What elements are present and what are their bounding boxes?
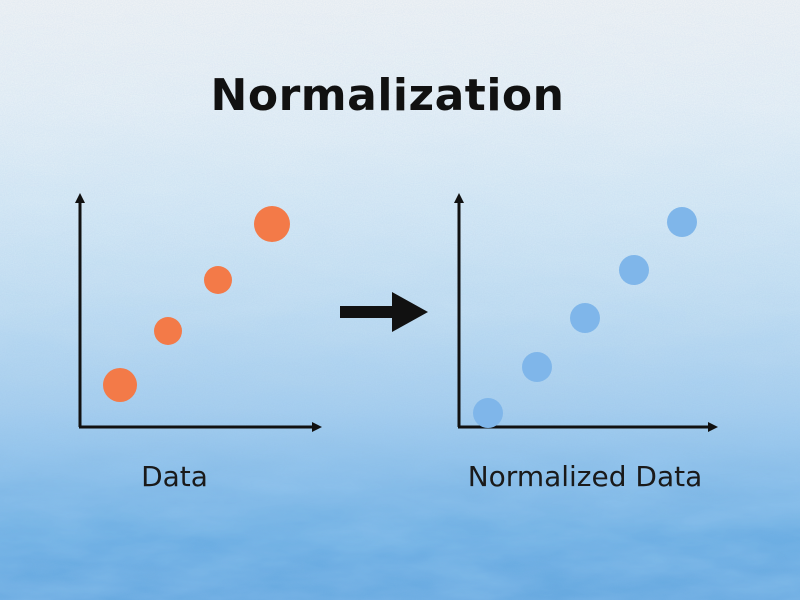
- raw-data-point: [154, 317, 182, 345]
- raw-data-caption: Data: [141, 460, 208, 493]
- normalized-data-point: [570, 303, 600, 333]
- raw-data-plot: [75, 193, 322, 432]
- normalized-data-plot: [454, 193, 718, 432]
- raw-data-point: [204, 266, 232, 294]
- raw-data-point: [254, 206, 290, 242]
- normalized-data-caption: Normalized Data: [467, 460, 703, 493]
- right-arrow-icon: [340, 292, 428, 332]
- normalized-data-point: [619, 255, 649, 285]
- raw-data-point: [103, 368, 137, 402]
- page-title: Normalization: [210, 70, 565, 121]
- normalized-data-point: [667, 207, 697, 237]
- normalized-data-point: [473, 398, 503, 428]
- normalized-data-point: [522, 352, 552, 382]
